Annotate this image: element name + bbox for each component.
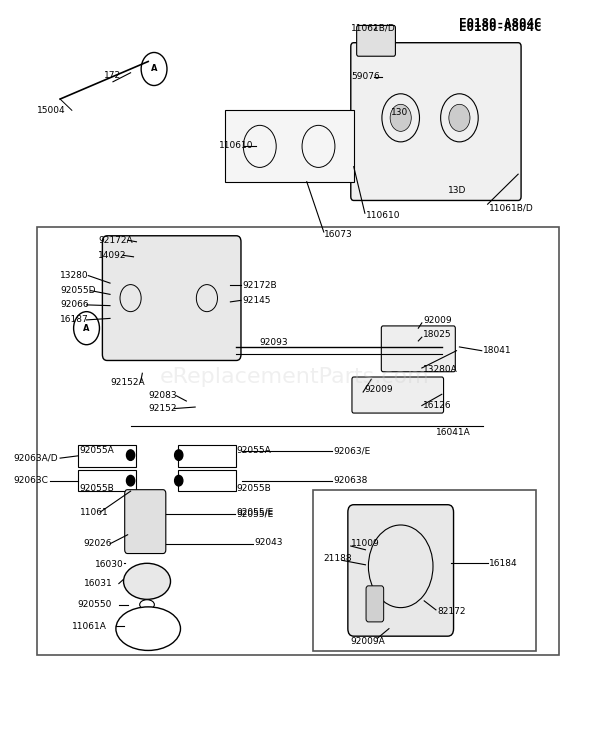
Text: 59076: 59076 (351, 72, 379, 81)
Bar (178, 470, 236, 491)
Text: E0180-A804C: E0180-A804C (459, 17, 542, 30)
FancyBboxPatch shape (348, 504, 454, 636)
Text: 14092: 14092 (99, 251, 127, 260)
FancyBboxPatch shape (366, 586, 384, 622)
Text: 92083: 92083 (148, 391, 177, 400)
Text: 92066: 92066 (60, 300, 88, 309)
Text: eReplacementParts.com: eReplacementParts.com (160, 367, 430, 387)
Text: 920638: 920638 (333, 477, 368, 485)
Text: 110610: 110610 (365, 211, 400, 220)
Text: 15004: 15004 (37, 106, 65, 115)
Bar (78, 445, 136, 467)
Text: 18025: 18025 (423, 330, 451, 339)
Text: 92055/E: 92055/E (236, 509, 274, 518)
Text: 11061A: 11061A (72, 622, 107, 631)
Text: 11061B/D: 11061B/D (489, 204, 533, 213)
Text: 92063/E: 92063/E (333, 446, 371, 455)
Ellipse shape (116, 607, 181, 651)
Text: 11009: 11009 (351, 539, 379, 548)
Text: 16031: 16031 (84, 579, 112, 588)
Text: 92152: 92152 (148, 404, 176, 413)
Text: 92055A: 92055A (236, 446, 271, 455)
Bar (178, 445, 236, 467)
Text: 82172: 82172 (438, 607, 466, 616)
Text: 18041: 18041 (483, 346, 512, 355)
FancyBboxPatch shape (103, 236, 241, 360)
Text: 92009: 92009 (364, 385, 393, 394)
Text: 11061: 11061 (80, 507, 108, 516)
Text: E0180-A804C: E0180-A804C (459, 21, 542, 34)
Text: 92055D: 92055D (60, 286, 96, 295)
Circle shape (126, 450, 135, 461)
FancyBboxPatch shape (381, 326, 455, 372)
FancyBboxPatch shape (357, 26, 395, 57)
Text: 21188: 21188 (323, 554, 352, 563)
Text: A: A (151, 65, 158, 73)
Text: 92145: 92145 (242, 296, 271, 305)
Circle shape (175, 476, 183, 486)
Text: 92055/E: 92055/E (236, 507, 274, 516)
Text: 92093: 92093 (260, 338, 289, 347)
Text: 92055A: 92055A (80, 446, 114, 455)
Circle shape (126, 476, 135, 486)
Text: 92152A: 92152A (110, 378, 145, 387)
Text: 92055B: 92055B (236, 483, 271, 492)
Bar (78, 470, 136, 491)
Text: 92172B: 92172B (242, 280, 277, 290)
Ellipse shape (123, 563, 171, 599)
Text: 92009A: 92009A (351, 637, 385, 646)
Text: 920550: 920550 (78, 600, 112, 609)
Text: 16041A: 16041A (436, 428, 471, 437)
Text: 92009: 92009 (423, 316, 451, 325)
Bar (225, 110, 354, 182)
Text: 16030: 16030 (96, 560, 124, 569)
Circle shape (390, 104, 411, 131)
Text: 92172A: 92172A (99, 236, 133, 245)
Ellipse shape (140, 599, 155, 609)
FancyBboxPatch shape (124, 489, 166, 553)
Text: 16184: 16184 (489, 559, 517, 568)
Bar (313, 489, 536, 651)
Text: 172: 172 (104, 72, 122, 80)
Text: 16126: 16126 (423, 401, 451, 410)
Bar (37, 227, 559, 655)
Text: 130: 130 (391, 108, 408, 117)
FancyBboxPatch shape (352, 377, 444, 413)
Text: 92063A/D: 92063A/D (13, 454, 58, 463)
Text: 92043: 92043 (254, 538, 283, 547)
Circle shape (449, 104, 470, 131)
Circle shape (175, 450, 183, 461)
Text: 92063C: 92063C (13, 477, 48, 485)
Text: 92055B: 92055B (80, 483, 114, 492)
FancyBboxPatch shape (351, 43, 521, 201)
Text: 13280: 13280 (60, 271, 88, 280)
Text: 11061B/D: 11061B/D (351, 23, 395, 32)
Text: 110610: 110610 (219, 141, 254, 150)
Text: 92026: 92026 (84, 539, 112, 548)
Text: 16073: 16073 (324, 230, 353, 239)
Text: 16187: 16187 (60, 315, 89, 324)
Text: 13280A: 13280A (423, 365, 458, 374)
Text: 13D: 13D (448, 186, 466, 195)
Text: A: A (83, 323, 90, 333)
